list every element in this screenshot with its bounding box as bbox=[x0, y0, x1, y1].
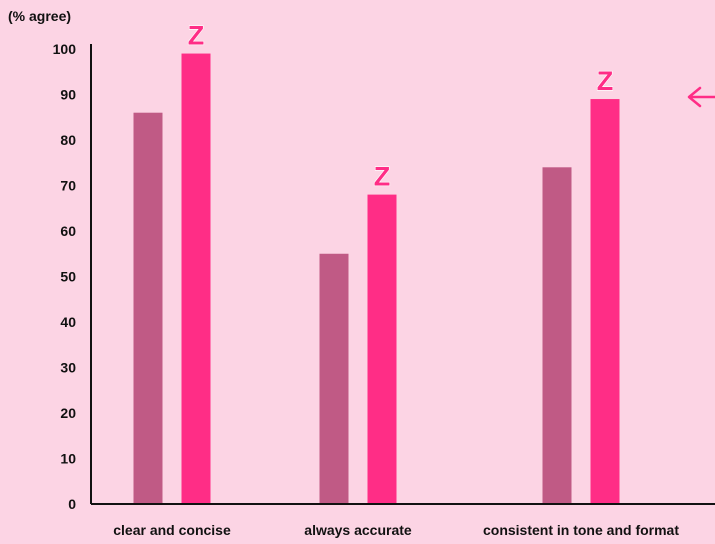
bar bbox=[367, 194, 397, 504]
z-marker-icon: Z bbox=[188, 21, 205, 51]
y-tick-label: 90 bbox=[60, 87, 76, 103]
y-tick-label: 70 bbox=[60, 178, 76, 194]
y-axis-ticks: 0 10 20 30 40 50 60 70 80 90 100 bbox=[53, 41, 77, 512]
bars bbox=[133, 53, 620, 505]
y-tick-label: 80 bbox=[60, 132, 76, 148]
bar bbox=[133, 112, 163, 504]
category-label: always accurate bbox=[304, 522, 412, 538]
category-labels: clear and concise always accurate consiste… bbox=[113, 522, 679, 538]
y-axis-label: (% agree) bbox=[8, 8, 71, 24]
category-label: consistent in tone and format bbox=[483, 522, 679, 538]
category-label: clear and concise bbox=[113, 522, 231, 538]
bar bbox=[542, 167, 572, 505]
y-tick-label: 30 bbox=[60, 360, 76, 376]
z-marker-icon: Z bbox=[597, 66, 614, 96]
z-marker-icon: Z bbox=[374, 162, 391, 192]
y-tick-label: 100 bbox=[53, 41, 77, 57]
bar bbox=[319, 253, 349, 504]
y-tick-label: 40 bbox=[60, 314, 76, 330]
y-tick-label: 10 bbox=[60, 451, 76, 467]
y-tick-label: 60 bbox=[60, 223, 76, 239]
bar-markers: Z Z Z bbox=[187, 20, 614, 192]
y-tick-label: 50 bbox=[60, 269, 76, 285]
bar bbox=[181, 53, 211, 505]
bar bbox=[590, 99, 620, 505]
y-tick-label: 0 bbox=[68, 496, 76, 512]
arrow-left-icon bbox=[687, 86, 715, 108]
y-tick-label: 20 bbox=[60, 405, 76, 421]
